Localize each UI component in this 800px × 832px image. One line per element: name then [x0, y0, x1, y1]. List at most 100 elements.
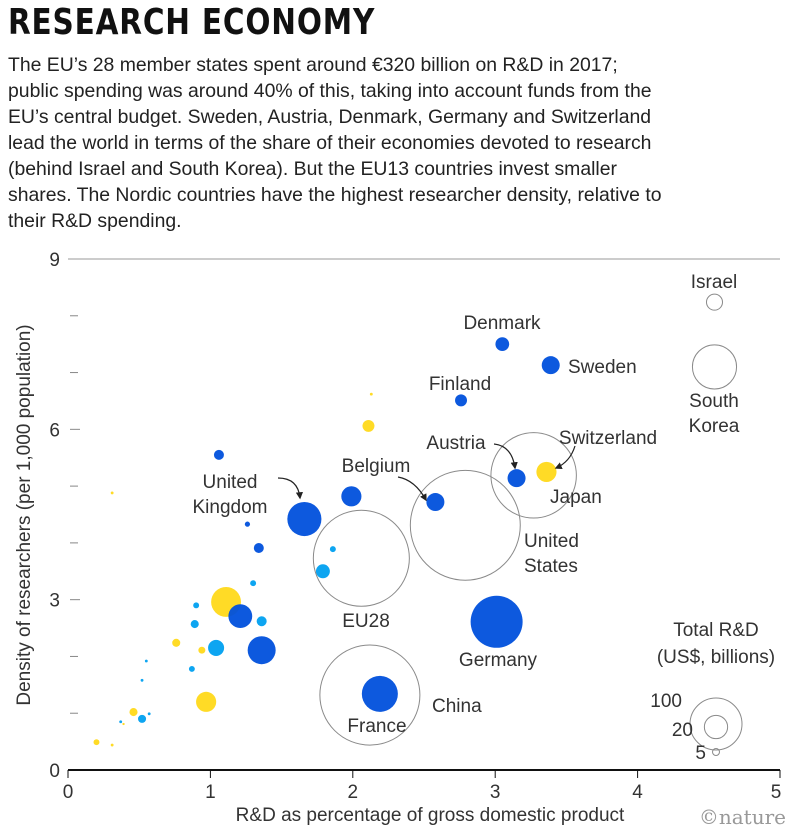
- country-bubble: [193, 602, 200, 609]
- country-bubble: [198, 646, 206, 654]
- label-france: France: [347, 716, 406, 737]
- y-tick-label: 3: [49, 591, 60, 612]
- label-china: China: [432, 696, 482, 717]
- label-japan: Japan: [550, 487, 602, 508]
- label-line: Kingdom: [193, 497, 268, 518]
- label-line: Finland: [429, 374, 491, 395]
- country-bubble: [147, 712, 151, 716]
- arrow-austria: [493, 443, 518, 470]
- china-bubble: [319, 644, 421, 746]
- japan-bubble: [490, 432, 577, 519]
- austria-bubble: [507, 469, 526, 488]
- label-line: Germany: [459, 650, 538, 671]
- size-legend-circle: [703, 714, 729, 740]
- country-bubble: [247, 636, 276, 665]
- sweden-bubble: [541, 356, 560, 375]
- label-line: Austria: [426, 433, 486, 454]
- germany-bubble: [470, 595, 523, 648]
- label-eu28: EU28: [342, 611, 390, 632]
- label-germany: Germany: [459, 650, 538, 671]
- country-bubble: [315, 564, 330, 579]
- x-tick-label: 1: [205, 782, 216, 803]
- y-tick-label: 9: [49, 250, 60, 271]
- label-united-states: United States: [524, 531, 579, 577]
- country-bubble: [172, 638, 181, 647]
- label-line: States: [524, 556, 578, 577]
- south-korea-bubble: [691, 344, 738, 390]
- country-bubble: [213, 449, 224, 460]
- intro-line: The EU’s 28 member states spent around €…: [8, 54, 618, 76]
- x-tick-label: 0: [63, 782, 74, 803]
- country-bubble: [208, 639, 225, 656]
- arrow-united-kingdom: [277, 477, 304, 500]
- country-bubble: [244, 521, 251, 527]
- point-labels: Israel South Korea Denmark Sweden Finland Japa…: [193, 272, 740, 737]
- label-belgium: Belgium: [342, 456, 411, 477]
- x-tick-label: 2: [348, 782, 359, 803]
- israel-bubble: [705, 293, 724, 311]
- label-israel: Israel: [691, 272, 737, 293]
- switzerland-bubble: [536, 461, 557, 482]
- intro-line: (behind Israel and South Korea). But the…: [8, 158, 617, 180]
- label-finland: Finland: [429, 374, 491, 395]
- country-bubble: [369, 392, 373, 396]
- country-bubble: [362, 419, 375, 432]
- label-line: South: [689, 391, 739, 412]
- arrow-switzerland: [554, 445, 576, 470]
- size-legend-title: Total R&D: [673, 620, 759, 641]
- x-tick-label: 3: [490, 782, 501, 803]
- intro-line: EU’s central budget. Sweden, Austria, De…: [8, 106, 652, 128]
- label-line: Japan: [550, 487, 602, 508]
- france-bubble: [361, 675, 398, 712]
- country-bubble: [341, 486, 362, 507]
- nature-credit-logo: ©nature: [699, 805, 786, 829]
- country-bubble: [122, 722, 125, 726]
- country-bubble: [228, 604, 253, 629]
- label-sweden: Sweden: [568, 357, 637, 378]
- x-axis-label: R&D as percentage of gross domestic prod…: [236, 805, 625, 826]
- country-bubble: [110, 743, 114, 747]
- size-legend-label: 20: [672, 720, 693, 741]
- finland-bubble: [455, 394, 468, 407]
- axes: 0 3 6 9 0 1 2 3 4 5: [49, 250, 781, 803]
- label-line: Belgium: [342, 456, 411, 477]
- size-legend-circle: [712, 748, 720, 756]
- denmark-bubble: [495, 337, 510, 352]
- country-bubble: [253, 542, 264, 554]
- country-bubble: [138, 714, 147, 723]
- label-line: United: [524, 531, 579, 552]
- label-line: Sweden: [568, 357, 637, 378]
- country-bubble: [129, 708, 138, 717]
- size-legend-title: (US$, billions): [657, 647, 775, 668]
- label-line: EU28: [342, 611, 390, 632]
- arrow-belgium: [397, 476, 427, 502]
- x-tick-label: 5: [771, 782, 782, 803]
- label-austria: Austria: [426, 433, 486, 454]
- label-line: United: [203, 472, 258, 493]
- country-bubble: [256, 616, 267, 627]
- label-line: France: [347, 716, 406, 737]
- intro-line: shares. The Nordic countries have the hi…: [8, 184, 662, 206]
- belgium-bubble: [426, 493, 445, 512]
- country-bubble: [196, 691, 217, 712]
- label-united-kingdom: United Kingdom: [193, 472, 268, 518]
- label-line: Denmark: [463, 313, 541, 334]
- label-south-korea: South Korea: [689, 391, 740, 437]
- label-denmark: Denmark: [463, 313, 541, 334]
- size-legend-label: 5: [695, 743, 706, 764]
- country-bubble: [250, 580, 257, 587]
- country-bubble: [329, 546, 336, 553]
- united-states-bubble: [409, 469, 521, 581]
- size-legend-label: 100: [650, 691, 682, 712]
- label-line: Switzerland: [559, 428, 657, 449]
- y-tick-label: 0: [49, 761, 60, 782]
- y-tick-label: 6: [49, 420, 60, 441]
- country-bubble: [110, 491, 114, 495]
- country-bubble: [188, 665, 195, 672]
- bubbles: [93, 293, 738, 747]
- y-axis-label: Density of researchers (per 1,000 popula…: [14, 324, 35, 705]
- country-bubble: [119, 720, 123, 724]
- intro-text: The EU’s 28 member states spent around €…: [8, 52, 662, 234]
- country-bubble: [140, 678, 144, 682]
